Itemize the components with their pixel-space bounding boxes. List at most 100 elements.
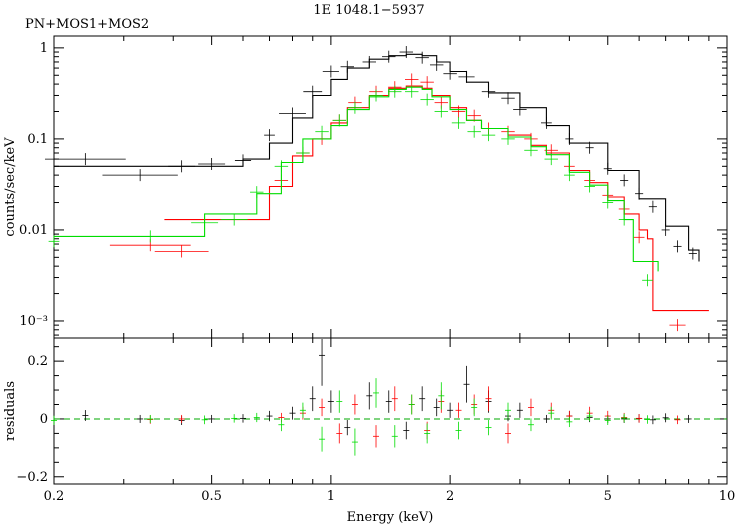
residual-point bbox=[391, 425, 398, 448]
residual-point bbox=[147, 414, 154, 423]
residual-point bbox=[566, 416, 573, 428]
x-tick-label: 0.5 bbox=[201, 489, 222, 504]
spectrum-series bbox=[44, 46, 709, 332]
data-point bbox=[264, 129, 275, 142]
data-point bbox=[388, 85, 402, 98]
model-line bbox=[54, 53, 700, 262]
residual-point bbox=[408, 394, 415, 415]
data-point bbox=[633, 231, 645, 244]
residual-point bbox=[278, 418, 285, 432]
data-point bbox=[501, 132, 515, 145]
residual-point bbox=[644, 415, 651, 424]
data-point bbox=[154, 245, 209, 258]
x-tick-labels: 0.2 0.5 1 2 5 10 bbox=[44, 489, 735, 504]
data-point bbox=[315, 125, 329, 138]
data-point bbox=[191, 216, 219, 229]
residual-point bbox=[403, 421, 410, 440]
data-point bbox=[415, 51, 429, 64]
model-line bbox=[164, 85, 709, 312]
data-point bbox=[563, 169, 575, 182]
residual-point bbox=[649, 415, 656, 425]
data-point bbox=[250, 186, 264, 199]
residual-point bbox=[433, 398, 440, 417]
residual-point bbox=[319, 398, 326, 417]
data-point bbox=[234, 154, 252, 167]
model-line bbox=[54, 86, 659, 272]
data-point bbox=[362, 55, 376, 68]
data-point bbox=[369, 89, 383, 102]
residual-point bbox=[366, 382, 373, 410]
data-point bbox=[168, 160, 196, 173]
residual-point bbox=[447, 402, 454, 418]
residual-point bbox=[208, 414, 215, 423]
residual-point bbox=[351, 394, 358, 415]
data-point bbox=[434, 105, 449, 118]
residual-point bbox=[201, 415, 208, 425]
residual-point bbox=[438, 382, 445, 410]
residual-point bbox=[178, 414, 185, 423]
data-point bbox=[501, 92, 515, 105]
residual-point bbox=[543, 414, 550, 423]
data-point bbox=[481, 129, 496, 142]
data-point bbox=[481, 85, 496, 98]
data-point bbox=[48, 235, 60, 248]
data-point bbox=[673, 240, 682, 253]
spectrum-panel: 10⁻³ 0.01 0.1 1 counts/sec/keV bbox=[3, 35, 728, 484]
x-axis-label: Energy (keV) bbox=[347, 510, 434, 525]
x-tick-label: 0.2 bbox=[44, 489, 65, 504]
data-point bbox=[544, 153, 558, 166]
data-point bbox=[451, 105, 466, 118]
residual-point bbox=[336, 390, 343, 413]
data-point bbox=[635, 187, 644, 200]
residual-point bbox=[527, 398, 534, 417]
residual-point bbox=[253, 412, 260, 423]
data-point bbox=[340, 60, 355, 73]
residuals-series bbox=[51, 339, 692, 456]
data-point bbox=[620, 174, 629, 187]
residuals-panel: −0.2 0 0.2 residuals bbox=[3, 337, 728, 485]
residual-point bbox=[266, 410, 273, 422]
spectrum-y-tick-label: 0.01 bbox=[19, 223, 48, 238]
spectrum-y-tick-label: 10⁻³ bbox=[19, 314, 48, 329]
residual-point bbox=[685, 414, 692, 423]
data-point bbox=[332, 114, 347, 127]
spectrum-ticks: 10⁻³ 0.01 0.1 1 bbox=[19, 36, 728, 484]
data-point bbox=[322, 65, 339, 78]
residual-point bbox=[231, 414, 238, 423]
data-point bbox=[102, 169, 178, 182]
residuals-y-tick-label: 0.2 bbox=[27, 354, 48, 369]
data-point bbox=[348, 101, 362, 114]
residuals-y-tick-label: 0 bbox=[40, 412, 48, 427]
residual-point bbox=[419, 386, 426, 412]
data-point bbox=[513, 103, 527, 116]
residual-point bbox=[351, 428, 358, 456]
data-point bbox=[642, 274, 653, 287]
data-point bbox=[451, 116, 466, 129]
residual-point bbox=[82, 410, 89, 421]
residual-point bbox=[336, 423, 343, 444]
data-point bbox=[602, 196, 614, 209]
residual-point bbox=[455, 402, 462, 418]
residual-point bbox=[239, 414, 246, 423]
data-point bbox=[296, 147, 310, 160]
data-point bbox=[688, 247, 697, 260]
spectrum-y-tick-label: 0.1 bbox=[27, 132, 48, 147]
residual-point bbox=[385, 390, 392, 413]
data-point bbox=[279, 107, 306, 120]
data-point bbox=[220, 213, 248, 226]
x-tick-label: 1 bbox=[327, 489, 335, 504]
residual-point bbox=[299, 402, 306, 418]
data-point bbox=[443, 67, 457, 80]
data-point bbox=[420, 93, 434, 106]
data-point bbox=[541, 116, 552, 129]
residual-point bbox=[674, 415, 681, 425]
residual-point bbox=[516, 402, 523, 418]
residual-point bbox=[137, 414, 144, 423]
residual-point bbox=[319, 339, 326, 386]
data-point bbox=[661, 223, 670, 236]
residual-point bbox=[662, 413, 669, 423]
residuals-ticks: −0.2 0 0.2 bbox=[16, 346, 727, 485]
data-point bbox=[458, 70, 475, 83]
data-point bbox=[618, 213, 630, 226]
data-point bbox=[603, 162, 612, 175]
